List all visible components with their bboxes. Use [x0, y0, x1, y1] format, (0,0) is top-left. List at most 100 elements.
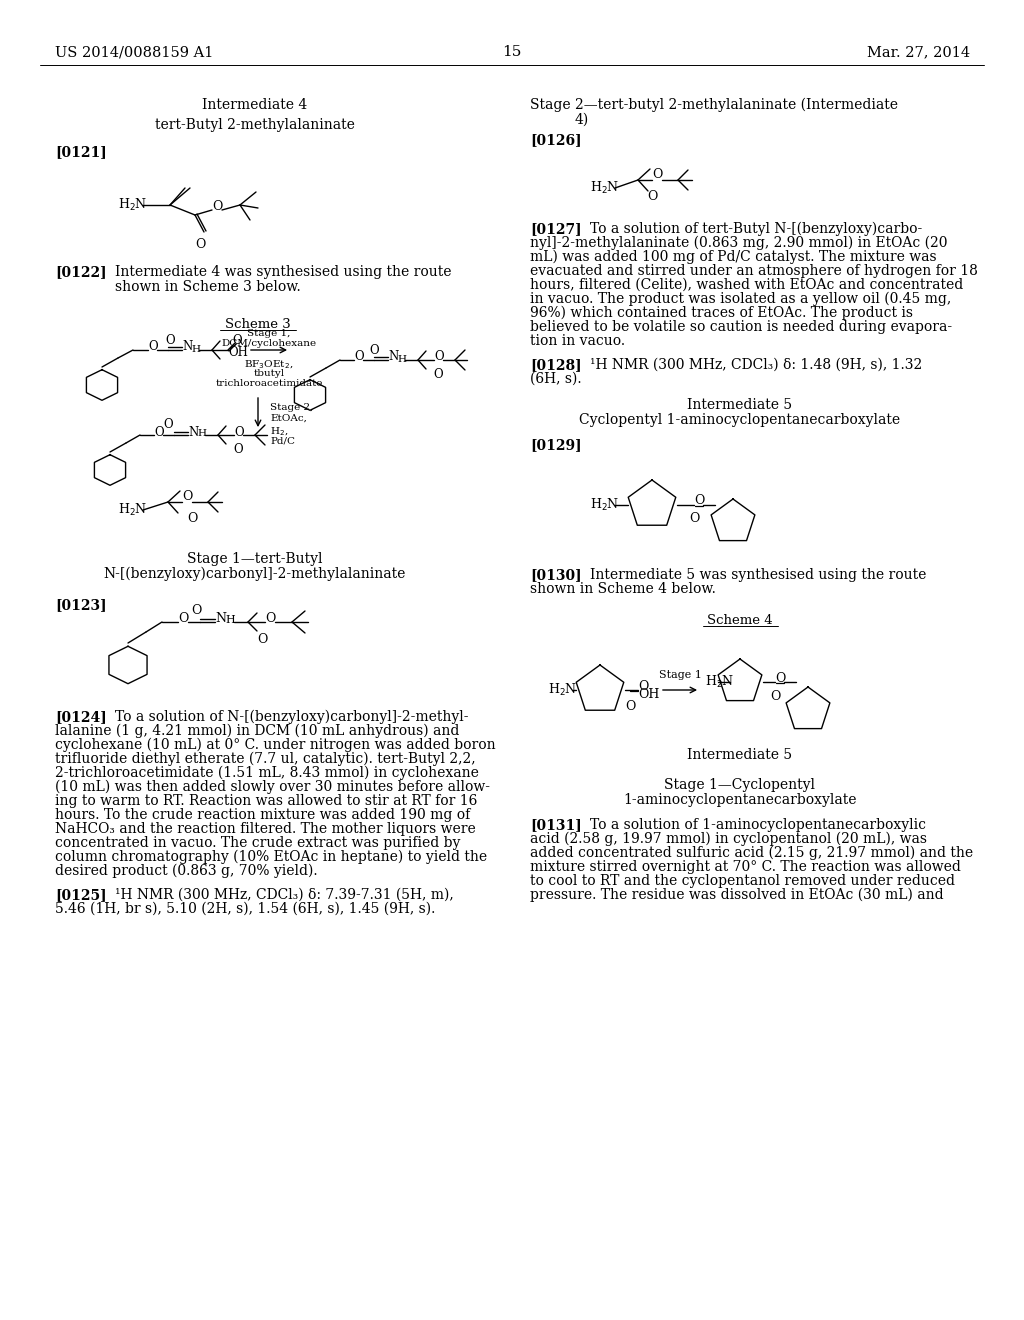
Text: [0126]: [0126] [530, 133, 582, 147]
Text: hours, filtered (Celite), washed with EtOAc and concentrated: hours, filtered (Celite), washed with Et… [530, 279, 964, 292]
Text: O: O [165, 334, 175, 346]
Text: O: O [694, 495, 705, 507]
Text: Intermediate 4: Intermediate 4 [203, 98, 307, 112]
Text: lalanine (1 g, 4.21 mmol) in DCM (10 mL anhydrous) and: lalanine (1 g, 4.21 mmol) in DCM (10 mL … [55, 723, 460, 738]
Text: O: O [257, 634, 267, 645]
Text: O: O [234, 425, 244, 438]
Text: N: N [215, 612, 226, 626]
Text: Stage 2—tert-butyl 2-methylalaninate (Intermediate: Stage 2—tert-butyl 2-methylalaninate (In… [530, 98, 898, 112]
Text: [0128]: [0128] [530, 358, 582, 372]
Text: tert-Butyl 2-methylalaninate: tert-Butyl 2-methylalaninate [155, 117, 355, 132]
Text: O: O [212, 201, 222, 214]
Text: To a solution of N-[(benzyloxy)carbonyl]-2-methyl-: To a solution of N-[(benzyloxy)carbonyl]… [115, 710, 469, 725]
Text: ¹H NMR (300 MHz, CDCl₃) δ: 1.48 (9H, s), 1.32: ¹H NMR (300 MHz, CDCl₃) δ: 1.48 (9H, s),… [590, 358, 923, 372]
Text: Stage 1—tert-Butyl: Stage 1—tert-Butyl [187, 552, 323, 566]
Text: 4): 4) [575, 114, 589, 127]
Text: O: O [186, 512, 198, 525]
Text: mL) was added 100 mg of Pd/C catalyst. The mixture was: mL) was added 100 mg of Pd/C catalyst. T… [530, 249, 937, 264]
Text: O: O [233, 444, 243, 455]
Text: O: O [775, 672, 785, 685]
Text: believed to be volatile so caution is needed during evapora-: believed to be volatile so caution is ne… [530, 319, 952, 334]
Text: 2-trichloroacetimidate (1.51 mL, 8.43 mmol) in cyclohexane: 2-trichloroacetimidate (1.51 mL, 8.43 mm… [55, 766, 479, 780]
Text: O: O [190, 605, 201, 618]
Text: H: H [397, 355, 406, 363]
Text: O: O [689, 512, 699, 525]
Text: 15: 15 [503, 45, 521, 59]
Text: [0121]: [0121] [55, 145, 106, 158]
Text: trichloroacetimidate: trichloroacetimidate [215, 379, 323, 388]
Text: pressure. The residue was dissolved in EtOAc (30 mL) and: pressure. The residue was dissolved in E… [530, 888, 944, 903]
Text: N: N [388, 351, 398, 363]
Text: H: H [191, 345, 200, 354]
Text: Intermediate 5: Intermediate 5 [687, 399, 793, 412]
Text: Stage 1—Cyclopentyl: Stage 1—Cyclopentyl [665, 777, 815, 792]
Text: [0123]: [0123] [55, 598, 106, 612]
Text: desired product (0.863 g, 70% yield).: desired product (0.863 g, 70% yield). [55, 865, 317, 878]
Text: nyl]-2-methylalaninate (0.863 mg, 2.90 mmol) in EtOAc (20: nyl]-2-methylalaninate (0.863 mg, 2.90 m… [530, 236, 947, 251]
Text: O: O [625, 700, 635, 713]
Text: 96%) which contained traces of EtOAc. The product is: 96%) which contained traces of EtOAc. Th… [530, 306, 913, 321]
Text: Intermediate 5: Intermediate 5 [687, 748, 793, 762]
Text: Mar. 27, 2014: Mar. 27, 2014 [867, 45, 970, 59]
Text: [0129]: [0129] [530, 438, 582, 451]
Text: 5.46 (1H, br s), 5.10 (2H, s), 1.54 (6H, s), 1.45 (9H, s).: 5.46 (1H, br s), 5.10 (2H, s), 1.54 (6H,… [55, 902, 435, 916]
Text: OH: OH [638, 688, 659, 701]
Text: H$_2$N: H$_2$N [548, 682, 578, 698]
Text: H$_2$N: H$_2$N [705, 675, 734, 690]
Text: O: O [770, 690, 780, 704]
Text: ¹H NMR (300 MHz, CDCl₃) δ: 7.39-7.31 (5H, m),: ¹H NMR (300 MHz, CDCl₃) δ: 7.39-7.31 (5H… [115, 888, 454, 902]
Text: Intermediate 4 was synthesised using the route: Intermediate 4 was synthesised using the… [115, 265, 452, 279]
Text: evacuated and stirred under an atmosphere of hydrogen for 18: evacuated and stirred under an atmospher… [530, 264, 978, 279]
Text: O: O [638, 680, 648, 693]
Text: O: O [182, 490, 193, 503]
Text: trifluoride diethyl etherate (7.7 ul, catalytic). tert-Butyl 2,2,: trifluoride diethyl etherate (7.7 ul, ca… [55, 752, 475, 767]
Text: (6H, s).: (6H, s). [530, 372, 582, 385]
Text: OH: OH [228, 346, 248, 359]
Text: [0125]: [0125] [55, 888, 106, 902]
Text: O: O [148, 341, 158, 354]
Text: O: O [354, 351, 364, 363]
Text: BF$_3$OEt$_2$,: BF$_3$OEt$_2$, [245, 358, 294, 371]
Text: NaHCO₃ and the reaction filtered. The mother liquors were: NaHCO₃ and the reaction filtered. The mo… [55, 822, 476, 836]
Text: O: O [265, 612, 275, 626]
Text: O: O [154, 425, 164, 438]
Text: tbutyl: tbutyl [253, 370, 285, 378]
Text: H$_2$N: H$_2$N [118, 197, 147, 213]
Text: To a solution of 1-aminocyclopentanecarboxylic: To a solution of 1-aminocyclopentanecarb… [590, 818, 926, 832]
Text: Stage 2,: Stage 2, [270, 403, 313, 412]
Text: Stage 1: Stage 1 [658, 671, 701, 680]
Text: EtOAc,: EtOAc, [270, 414, 307, 422]
Text: column chromatography (10% EtOAc in heptane) to yield the: column chromatography (10% EtOAc in hept… [55, 850, 487, 865]
Text: Stage 1,: Stage 1, [248, 329, 291, 338]
Text: shown in Scheme 4 below.: shown in Scheme 4 below. [530, 582, 716, 597]
Text: [0130]: [0130] [530, 568, 582, 582]
Text: O: O [652, 168, 663, 181]
Text: H$_2$N: H$_2$N [590, 496, 620, 513]
Text: hours. To the crude reaction mixture was added 190 mg of: hours. To the crude reaction mixture was… [55, 808, 470, 822]
Text: [0131]: [0131] [530, 818, 582, 832]
Text: [0124]: [0124] [55, 710, 106, 723]
Text: O: O [195, 238, 205, 251]
Text: To a solution of tert-Butyl N-[(benzyloxy)carbo-: To a solution of tert-Butyl N-[(benzylox… [590, 222, 923, 236]
Text: acid (2.58 g, 19.97 mmol) in cyclopentanol (20 mL), was: acid (2.58 g, 19.97 mmol) in cyclopentan… [530, 832, 927, 846]
Text: [0127]: [0127] [530, 222, 582, 236]
Text: (10 mL) was then added slowly over 30 minutes before allow-: (10 mL) was then added slowly over 30 mi… [55, 780, 490, 795]
Text: in vacuo. The product was isolated as a yellow oil (0.45 mg,: in vacuo. The product was isolated as a … [530, 292, 951, 306]
Text: Scheme 3: Scheme 3 [225, 318, 291, 331]
Text: to cool to RT and the cyclopentanol removed under reduced: to cool to RT and the cyclopentanol remo… [530, 874, 955, 888]
Text: tion in vacuo.: tion in vacuo. [530, 334, 625, 348]
Text: O: O [647, 190, 657, 203]
Text: H: H [225, 615, 234, 624]
Text: O: O [433, 368, 442, 381]
Text: mixture stirred overnight at 70° C. The reaction was allowed: mixture stirred overnight at 70° C. The … [530, 861, 961, 874]
Text: O: O [163, 417, 173, 430]
Text: O: O [232, 334, 242, 346]
Text: N-[(benzyloxy)carbonyl]-2-methylalaninate: N-[(benzyloxy)carbonyl]-2-methylalaninat… [103, 568, 407, 581]
Text: US 2014/0088159 A1: US 2014/0088159 A1 [55, 45, 213, 59]
Text: [0122]: [0122] [55, 265, 106, 279]
Text: N: N [182, 341, 193, 354]
Text: Scheme 4: Scheme 4 [708, 614, 773, 627]
Text: Cyclopentyl 1-aminocyclopentanecarboxylate: Cyclopentyl 1-aminocyclopentanecarboxyla… [580, 413, 900, 426]
Text: added concentrated sulfuric acid (2.15 g, 21.97 mmol) and the: added concentrated sulfuric acid (2.15 g… [530, 846, 973, 861]
Text: shown in Scheme 3 below.: shown in Scheme 3 below. [115, 280, 301, 294]
